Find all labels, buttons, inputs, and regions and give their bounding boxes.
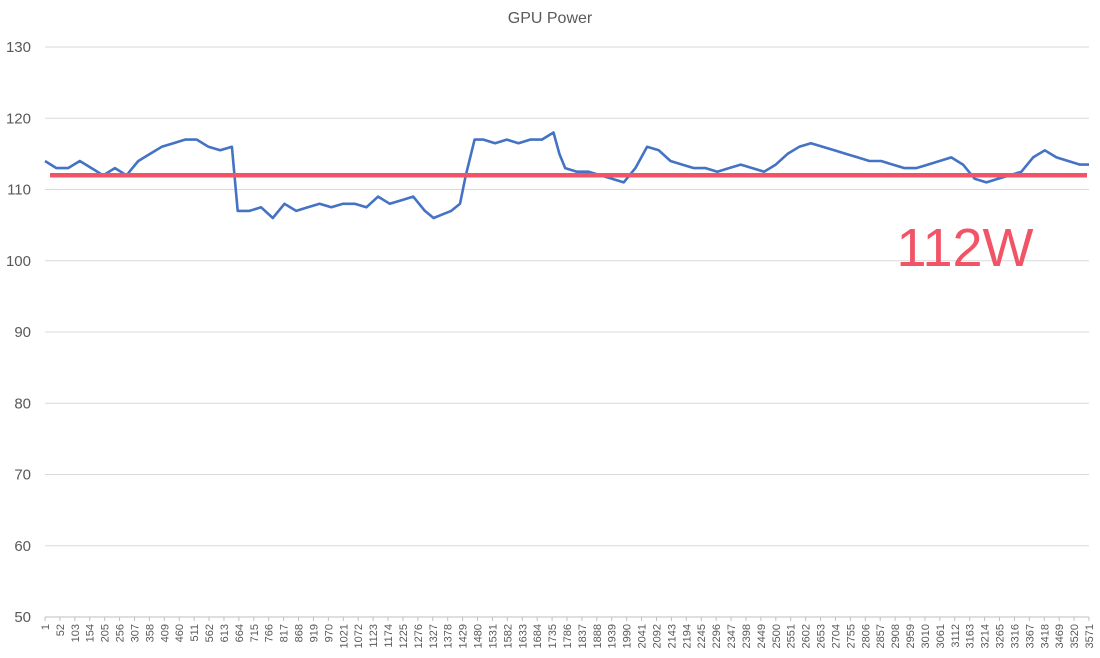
x-tick-label: 715 bbox=[249, 624, 261, 642]
x-tick-label: 2092 bbox=[651, 624, 663, 648]
x-tick-label: 1225 bbox=[398, 624, 410, 648]
x-tick-label: 562 bbox=[204, 624, 216, 642]
x-tick-label: 2908 bbox=[890, 624, 902, 648]
y-axis-tick-labels: 50 60 70 80 90 100 110 120 130 bbox=[6, 39, 31, 626]
x-tick-label: 154 bbox=[85, 624, 97, 642]
x-tick-label: 205 bbox=[100, 624, 112, 642]
x-tick-label: 3061 bbox=[935, 624, 947, 648]
x-tick-label: 3163 bbox=[965, 624, 977, 648]
x-tick-label: 1276 bbox=[413, 624, 425, 648]
y-tick-label: 60 bbox=[14, 538, 31, 555]
x-tick-label: 3214 bbox=[980, 624, 992, 648]
x-tick-label: 1174 bbox=[383, 624, 395, 648]
x-tick-label: 1 bbox=[40, 624, 52, 630]
x-tick-label: 1735 bbox=[547, 624, 559, 648]
x-tick-label: 52 bbox=[55, 624, 67, 636]
x-tick-label: 2347 bbox=[726, 624, 738, 648]
x-tick-label: 3367 bbox=[1024, 624, 1036, 648]
x-tick-label: 2857 bbox=[875, 624, 887, 648]
y-tick-label: 100 bbox=[6, 253, 31, 270]
x-tick-label: 1786 bbox=[562, 624, 574, 648]
x-tick-label: 2959 bbox=[905, 624, 917, 648]
x-tick-label: 1531 bbox=[487, 624, 499, 648]
x-tick-label: 1327 bbox=[428, 624, 440, 648]
x-tick-label: 2041 bbox=[637, 624, 649, 648]
x-tick-label: 766 bbox=[264, 624, 276, 642]
x-tick-label: 2551 bbox=[786, 624, 798, 648]
x-tick-label: 358 bbox=[144, 624, 156, 642]
x-tick-label: 409 bbox=[159, 624, 171, 642]
y-tick-label: 50 bbox=[14, 609, 31, 626]
x-tick-label: 919 bbox=[308, 624, 320, 642]
x-tick-label: 1837 bbox=[577, 624, 589, 648]
x-tick-label: 3469 bbox=[1054, 624, 1066, 648]
x-tick-label: 1633 bbox=[517, 624, 529, 648]
x-tick-label: 1072 bbox=[353, 624, 365, 648]
y-tick-label: 110 bbox=[7, 182, 31, 199]
x-tick-label: 3418 bbox=[1039, 624, 1051, 648]
x-tick-label: 1582 bbox=[502, 624, 514, 648]
x-tick-label: 2704 bbox=[830, 624, 842, 648]
x-tick-label: 3520 bbox=[1069, 624, 1081, 648]
y-tick-label: 130 bbox=[6, 39, 31, 56]
x-tick-label: 2653 bbox=[816, 624, 828, 648]
series-line bbox=[44, 131, 1089, 220]
x-tick-label: 2296 bbox=[711, 624, 723, 648]
x-tick-label: 2245 bbox=[696, 624, 708, 648]
x-tick-label: 1684 bbox=[532, 624, 544, 648]
x-tick-label: 2449 bbox=[756, 624, 768, 648]
x-tick-label: 1123 bbox=[368, 624, 380, 648]
x-tick-label: 2398 bbox=[741, 624, 753, 648]
y-tick-label: 90 bbox=[14, 324, 31, 341]
x-tick-label: 511 bbox=[189, 624, 201, 642]
x-tick-label: 2143 bbox=[666, 624, 678, 648]
x-tick-label: 817 bbox=[279, 624, 291, 642]
x-tick-label: 868 bbox=[294, 624, 306, 642]
x-tick-label: 256 bbox=[115, 624, 127, 642]
x-tick-label: 2806 bbox=[860, 624, 872, 648]
x-tick-label: 103 bbox=[70, 624, 82, 642]
x-tick-label: 307 bbox=[129, 624, 141, 642]
y-tick-label: 70 bbox=[14, 467, 31, 484]
x-tick-label: 3010 bbox=[920, 624, 932, 648]
x-tick-label: 2500 bbox=[771, 624, 783, 648]
gridlines bbox=[44, 46, 1090, 621]
x-tick-label: 1378 bbox=[443, 624, 455, 648]
x-tick-label: 970 bbox=[323, 624, 335, 642]
x-tick-label: 1990 bbox=[622, 624, 634, 648]
y-tick-label: 80 bbox=[14, 395, 31, 412]
x-tick-label: 2755 bbox=[845, 624, 857, 648]
average-label: 112W bbox=[896, 218, 1033, 278]
x-tick-label: 3571 bbox=[1084, 624, 1096, 648]
x-axis-tick-labels: 1 52 103 154 205 256 307 358 409 460 511 562 613 664 7… bbox=[40, 624, 1096, 648]
x-tick-label: 1939 bbox=[607, 624, 619, 648]
x-tick-label: 3112 bbox=[950, 624, 962, 648]
x-tick-label: 664 bbox=[234, 624, 246, 642]
x-tick-label: 2194 bbox=[681, 624, 693, 648]
chart-title: GPU Power bbox=[508, 10, 593, 27]
x-tick-label: 460 bbox=[174, 624, 186, 642]
x-tick-label: 1480 bbox=[473, 624, 485, 648]
x-tick-label: 3316 bbox=[1009, 624, 1021, 648]
x-tick-label: 613 bbox=[219, 624, 231, 642]
y-tick-label: 120 bbox=[6, 110, 31, 127]
x-tick-label: 3265 bbox=[995, 624, 1007, 648]
x-tick-label: 1429 bbox=[458, 624, 470, 648]
x-tick-label: 1888 bbox=[592, 624, 604, 648]
x-tick-label: 2602 bbox=[801, 624, 813, 648]
x-tick-label: 1021 bbox=[338, 624, 350, 648]
